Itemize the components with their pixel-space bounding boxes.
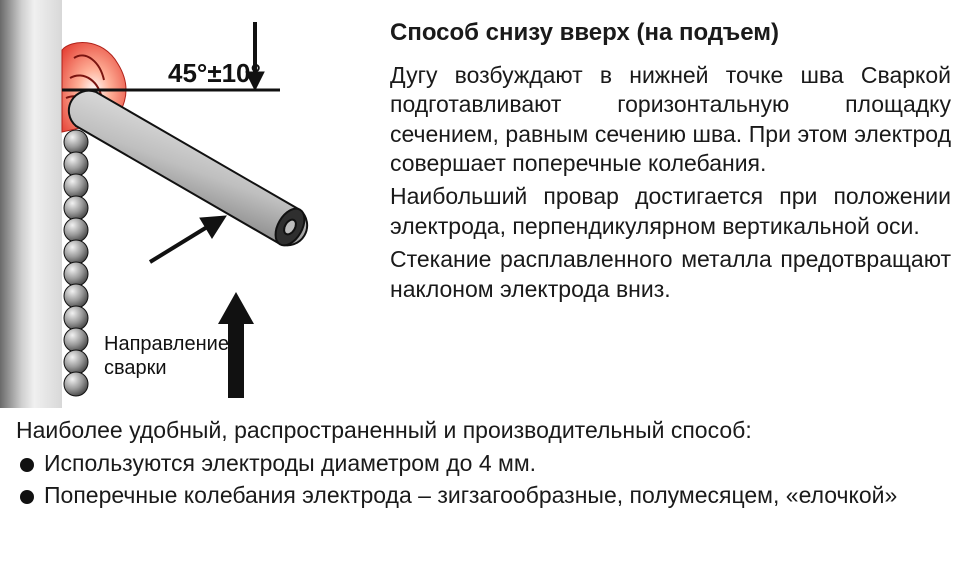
direction-label-line2: сварки bbox=[104, 357, 167, 379]
plate bbox=[0, 0, 62, 408]
welding-diagram: 45°±10° Направление сварки bbox=[0, 0, 380, 410]
list-item: Поперечные колебания электрода – зигзаго… bbox=[16, 481, 951, 510]
text-column: Способ снизу вверх (на подъем) Дугу возб… bbox=[380, 0, 973, 308]
weld-bead bbox=[64, 130, 88, 396]
paragraph: Наибольший провар достигается при по­лож… bbox=[390, 182, 951, 241]
list-item: Используются электроды диаметром до 4 мм… bbox=[16, 449, 951, 478]
angle-label: 45°±10° bbox=[168, 58, 261, 88]
bottom-block: Наиболее удобный, распространенный и про… bbox=[0, 416, 973, 510]
paragraph: Дугу возбуждают в нижней точке шва Сварк… bbox=[390, 61, 951, 179]
paragraph: Стекание расплавленного металла предот­в… bbox=[390, 245, 951, 304]
electrode bbox=[69, 91, 311, 251]
section-title: Способ снизу вверх (на подъем) bbox=[390, 18, 951, 49]
bottom-lead: Наиболее удобный, распространенный и про… bbox=[16, 416, 951, 445]
bullet-list: Используются электроды диаметром до 4 мм… bbox=[16, 449, 951, 510]
arrow-approach-icon bbox=[150, 216, 226, 262]
diagram-svg: 45°±10° Направление сварки bbox=[0, 0, 380, 410]
direction-label-line1: Направление bbox=[104, 333, 229, 355]
